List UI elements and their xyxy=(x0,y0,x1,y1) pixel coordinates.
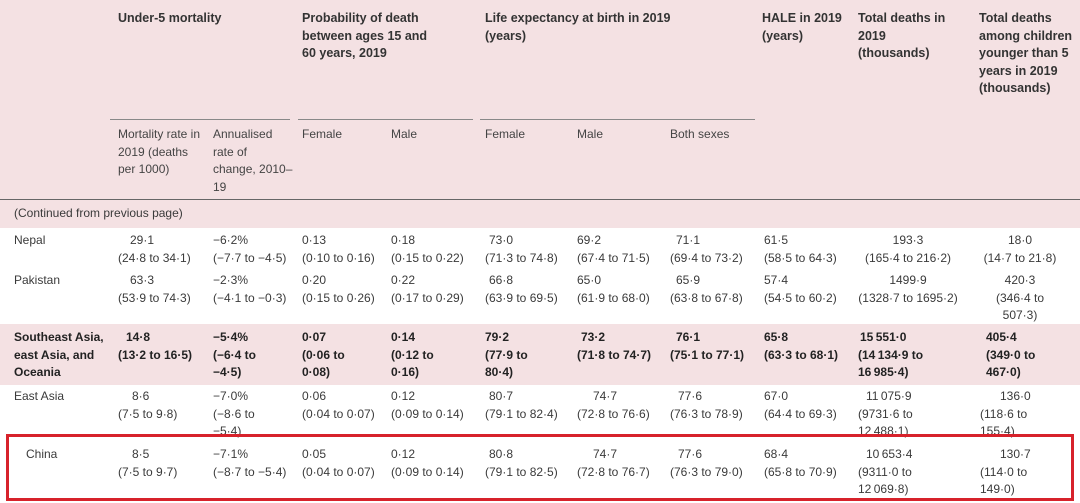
le-female-cell: 79·2 (77·9 to 80·4) xyxy=(485,330,528,379)
u5-change-cell: −7·1% (−8·7 to −5·4) xyxy=(213,447,287,479)
u5-rate-cell: 8·6 (7·5 to 9·8) xyxy=(118,389,178,421)
subheader-le-both: Both sexes xyxy=(670,127,730,141)
le-both-cell: 77·6 (76·3 to 78·9) xyxy=(670,389,743,421)
le-female-cell: 66·8 (63·9 to 69·5) xyxy=(485,273,558,305)
hale-cell: 61·5 (58·5 to 64·3) xyxy=(764,233,837,265)
header-probability-death: Probability of death between ages 15 and… xyxy=(302,11,428,60)
row-label: Southeast Asia, east Asia, and Oceania xyxy=(14,330,104,379)
le-both-cell: 71·1 (69·4 to 73·2) xyxy=(670,233,743,265)
deaths-cell: 193·3 (165·4 to 216·2) xyxy=(864,233,952,265)
row-label: China xyxy=(26,447,58,461)
header-under5-mortality: Under-5 mortality xyxy=(118,11,222,25)
le-female-cell: 73·0 (71·3 to 74·8) xyxy=(485,233,558,265)
subheader-prob-female: Female xyxy=(302,127,343,141)
u5-rate-cell: 63·3 (53·9 to 74·3) xyxy=(118,273,191,305)
le-male-cell: 69·2 (67·4 to 71·5) xyxy=(577,233,650,265)
deaths-cell: 1499·9 (1328·7 to 1695·2) xyxy=(858,273,958,305)
child-deaths-cell: 420·3 (346·4 to 507·3) xyxy=(995,273,1045,322)
subheader-le-male: Male xyxy=(577,127,604,141)
prob-male-cell: 0·12 (0·09 to 0·14) xyxy=(391,389,464,421)
u5-change-cell: −5·4% (−6·4 to −4·5) xyxy=(213,330,257,379)
u5-rate-cell: 8·5 (7·5 to 9·7) xyxy=(118,447,178,479)
row-label: Nepal xyxy=(14,233,46,247)
u5-rate-cell: 29·1 (24·8 to 34·1) xyxy=(118,233,191,265)
row-band-east-asia xyxy=(0,385,1080,437)
subheader-annualised-change: Annualised rate of change, 2010–19 xyxy=(213,127,293,194)
child-deaths-cell: 405·4 (349·0 to 467·0) xyxy=(986,330,1036,379)
header-total-deaths: Total deaths in 2019 (thousands) xyxy=(858,11,946,60)
rule-under5 xyxy=(110,119,290,120)
deaths-cell: 10 653·4 (9311·0 to 12 069·8) xyxy=(858,447,913,496)
u5-change-cell: −2·3% (−4·1 to −0·3) xyxy=(213,273,287,305)
hale-cell: 65·8 (63·3 to 68·1) xyxy=(764,330,839,362)
prob-male-cell: 0·12 (0·09 to 0·14) xyxy=(391,447,464,479)
row-band-china xyxy=(0,437,1080,503)
le-both-cell: 65·9 (63·8 to 67·8) xyxy=(670,273,743,305)
le-female-cell: 80·8 (79·1 to 82·5) xyxy=(485,447,558,479)
u5-change-cell: −6·2% (−7·7 to −4·5) xyxy=(213,233,287,265)
prob-female-cell: 0·06 (0·04 to 0·07) xyxy=(302,389,375,421)
u5-rate-cell: 14·8 (13·2 to 16·5) xyxy=(118,330,193,362)
child-deaths-cell: 18·0 (14·7 to 21·8) xyxy=(983,233,1057,265)
le-both-cell: 76·1 (75·1 to 77·1) xyxy=(670,330,745,362)
le-male-cell: 74·7 (72·8 to 76·6) xyxy=(577,389,650,421)
continued-note: (Continued from previous page) xyxy=(14,206,183,220)
le-male-cell: 73·2 (71·8 to 74·7) xyxy=(577,330,652,362)
row-label: Pakistan xyxy=(14,273,61,287)
prob-female-cell: 0·05 (0·04 to 0·07) xyxy=(302,447,375,479)
row-band-nepal-pakistan xyxy=(0,228,1080,324)
deaths-cell: 11 075·9 (9731·6 to 12 488·1) xyxy=(858,389,913,438)
header-life-expectancy: Life expectancy at birth in 2019 (years) xyxy=(485,11,671,43)
row-label: East Asia xyxy=(14,389,65,403)
prob-male-cell: 0·22 (0·17 to 0·29) xyxy=(391,273,464,305)
rule-life-expectancy xyxy=(480,119,755,120)
child-deaths-cell: 136·0 (118·6 to 155·4) xyxy=(980,389,1031,438)
prob-female-cell: 0·07 (0·06 to 0·08) xyxy=(302,330,345,379)
prob-male-cell: 0·18 (0·15 to 0·22) xyxy=(391,233,464,265)
hale-cell: 67·0 (64·4 to 69·3) xyxy=(764,389,837,421)
prob-female-cell: 0·20 (0·15 to 0·26) xyxy=(302,273,375,305)
deaths-cell: 15 551·0 (14 134·9 to 16 985·4) xyxy=(858,330,924,379)
u5-change-cell: −7·0% (−8·6 to −5·4) xyxy=(213,389,255,438)
le-male-cell: 65·0 (61·9 to 68·0) xyxy=(577,273,650,305)
header-child-deaths: Total deaths among children younger than… xyxy=(979,11,1073,95)
subheader-mortality-rate: Mortality rate in 2019 (deaths per 1000) xyxy=(118,127,201,176)
header-hale: HALE in 2019 (years) xyxy=(762,11,842,43)
le-both-cell: 77·6 (76·3 to 79·0) xyxy=(670,447,743,479)
le-male-cell: 74·7 (72·8 to 76·7) xyxy=(577,447,650,479)
le-female-cell: 80·7 (79·1 to 82·4) xyxy=(485,389,558,421)
child-deaths-cell: 130·7 (114·0 to 149·0) xyxy=(980,447,1031,496)
china-highlight-box xyxy=(6,434,1074,501)
rule-probability xyxy=(298,119,473,120)
subheader-prob-male: Male xyxy=(391,127,418,141)
rule-header-bottom xyxy=(0,199,1080,200)
prob-male-cell: 0·14 (0·12 to 0·16) xyxy=(391,330,434,379)
hale-cell: 68·4 (65·8 to 70·9) xyxy=(764,447,837,479)
hale-cell: 57·4 (54·5 to 60·2) xyxy=(764,273,837,305)
prob-female-cell: 0·13 (0·10 to 0·16) xyxy=(302,233,375,265)
subheader-le-female: Female xyxy=(485,127,526,141)
